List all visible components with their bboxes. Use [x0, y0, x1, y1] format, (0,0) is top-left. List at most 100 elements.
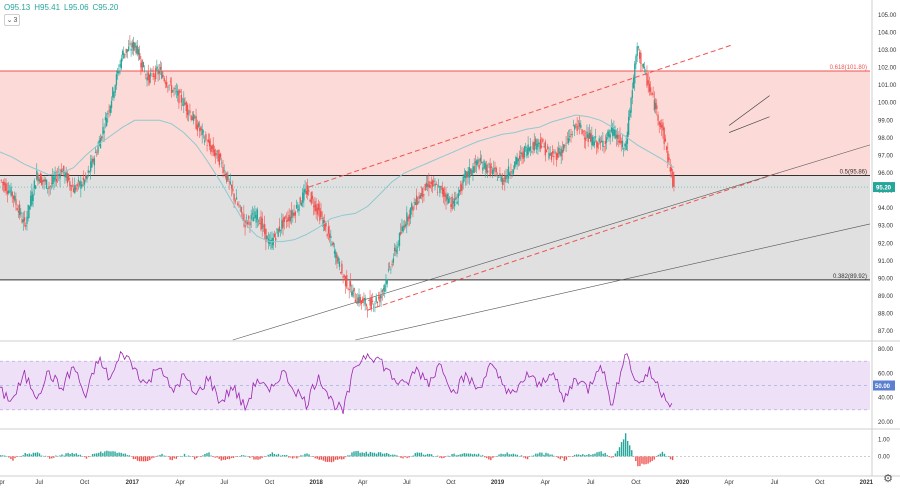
histogram-bar	[77, 454, 80, 457]
candle-body	[22, 219, 24, 223]
candle-body	[514, 161, 516, 169]
candle-body	[465, 171, 467, 179]
candle-body	[547, 146, 549, 149]
candle-body	[126, 49, 129, 52]
histogram-bar	[18, 456, 20, 457]
gear-icon[interactable]: ⚙	[883, 473, 893, 485]
candle-body	[455, 197, 457, 200]
histogram-bar	[312, 456, 314, 457]
histogram-bar	[453, 453, 455, 457]
candle-body	[228, 181, 230, 182]
candle-body	[515, 157, 517, 165]
histogram-bar	[437, 455, 439, 457]
candle-body	[207, 139, 209, 142]
histogram-bar	[424, 454, 427, 457]
histogram-bar	[553, 455, 555, 457]
histogram-bar	[555, 456, 557, 457]
candle-body	[354, 299, 357, 302]
candle-body	[146, 77, 148, 81]
histogram-bar	[647, 456, 649, 464]
histogram-bar	[561, 456, 564, 458]
candle-body	[321, 218, 323, 219]
candle-body	[103, 130, 105, 134]
candle-body	[368, 300, 370, 301]
price-tick-label: 104.00	[878, 30, 897, 36]
candle-body	[136, 45, 138, 55]
time-tick-label: 2018	[309, 480, 323, 486]
histogram-bar	[626, 440, 629, 457]
candle-body	[554, 151, 556, 153]
candle-body	[525, 147, 527, 148]
histogram-bar	[285, 455, 288, 457]
collapse-indicators-button[interactable]: ⌄ 3	[4, 14, 20, 26]
histogram-bar	[124, 453, 126, 457]
time-tick-label: Apr	[358, 480, 367, 486]
candle-body	[433, 180, 435, 182]
candle-body	[189, 110, 191, 114]
histogram-bar	[580, 455, 582, 457]
candle-body	[612, 127, 614, 136]
candle-body	[489, 163, 491, 176]
histogram-bar	[153, 456, 155, 458]
histogram-bar	[629, 445, 631, 457]
histogram-bar	[149, 456, 151, 461]
candle-body	[330, 236, 332, 238]
candle-body	[385, 279, 387, 285]
candle-body	[344, 276, 347, 287]
candle-body	[341, 263, 343, 273]
candle-body	[286, 220, 288, 222]
candle-body	[477, 159, 479, 164]
histogram-bar	[633, 455, 635, 457]
candle-body	[507, 166, 510, 179]
histogram-bar	[73, 453, 75, 457]
candle-body	[428, 181, 430, 188]
candle-body	[265, 228, 267, 242]
candle-body	[648, 83, 651, 92]
candle-body	[104, 117, 107, 121]
histogram-bar	[653, 456, 655, 460]
histogram-bar	[571, 456, 574, 457]
histogram-bar	[53, 456, 55, 458]
candle-body	[614, 129, 616, 139]
candle-body	[499, 173, 501, 176]
candle-body	[299, 197, 301, 204]
candle-body	[188, 113, 190, 115]
histogram-bar	[302, 455, 304, 457]
candle-body	[143, 70, 146, 72]
histogram-bar	[283, 455, 286, 457]
candle-body	[140, 62, 142, 68]
candle-body	[235, 197, 238, 200]
candle-body	[518, 155, 521, 160]
candle-body	[192, 114, 195, 121]
candle-body	[261, 218, 263, 229]
fib-upper-zone	[0, 71, 870, 176]
histogram-bar	[220, 456, 222, 461]
candle-body	[282, 218, 284, 228]
candle-body	[430, 181, 433, 185]
candle-body	[45, 179, 48, 189]
histogram-bar	[95, 453, 98, 457]
candle-body	[371, 300, 374, 302]
histogram-bar	[494, 456, 496, 457]
candle-body	[496, 179, 499, 181]
histogram-bar	[614, 453, 617, 457]
candle-body	[275, 237, 277, 241]
histogram-bar	[408, 456, 410, 458]
candle-body	[191, 116, 194, 121]
candle-body	[458, 189, 461, 193]
candle-body	[591, 134, 593, 146]
histogram-bar	[334, 456, 337, 460]
histogram-bar	[159, 454, 161, 457]
candle-body	[72, 188, 75, 193]
histogram-bar	[185, 455, 188, 457]
histogram-bar	[24, 452, 26, 457]
histogram-bar	[112, 451, 114, 457]
histogram-bar	[594, 453, 596, 457]
histogram-bar	[596, 452, 598, 457]
histogram-bar	[263, 455, 265, 457]
candle-body	[320, 210, 322, 218]
histogram-bar	[216, 456, 218, 458]
histogram-bar	[355, 451, 357, 457]
candle-body	[590, 133, 592, 142]
